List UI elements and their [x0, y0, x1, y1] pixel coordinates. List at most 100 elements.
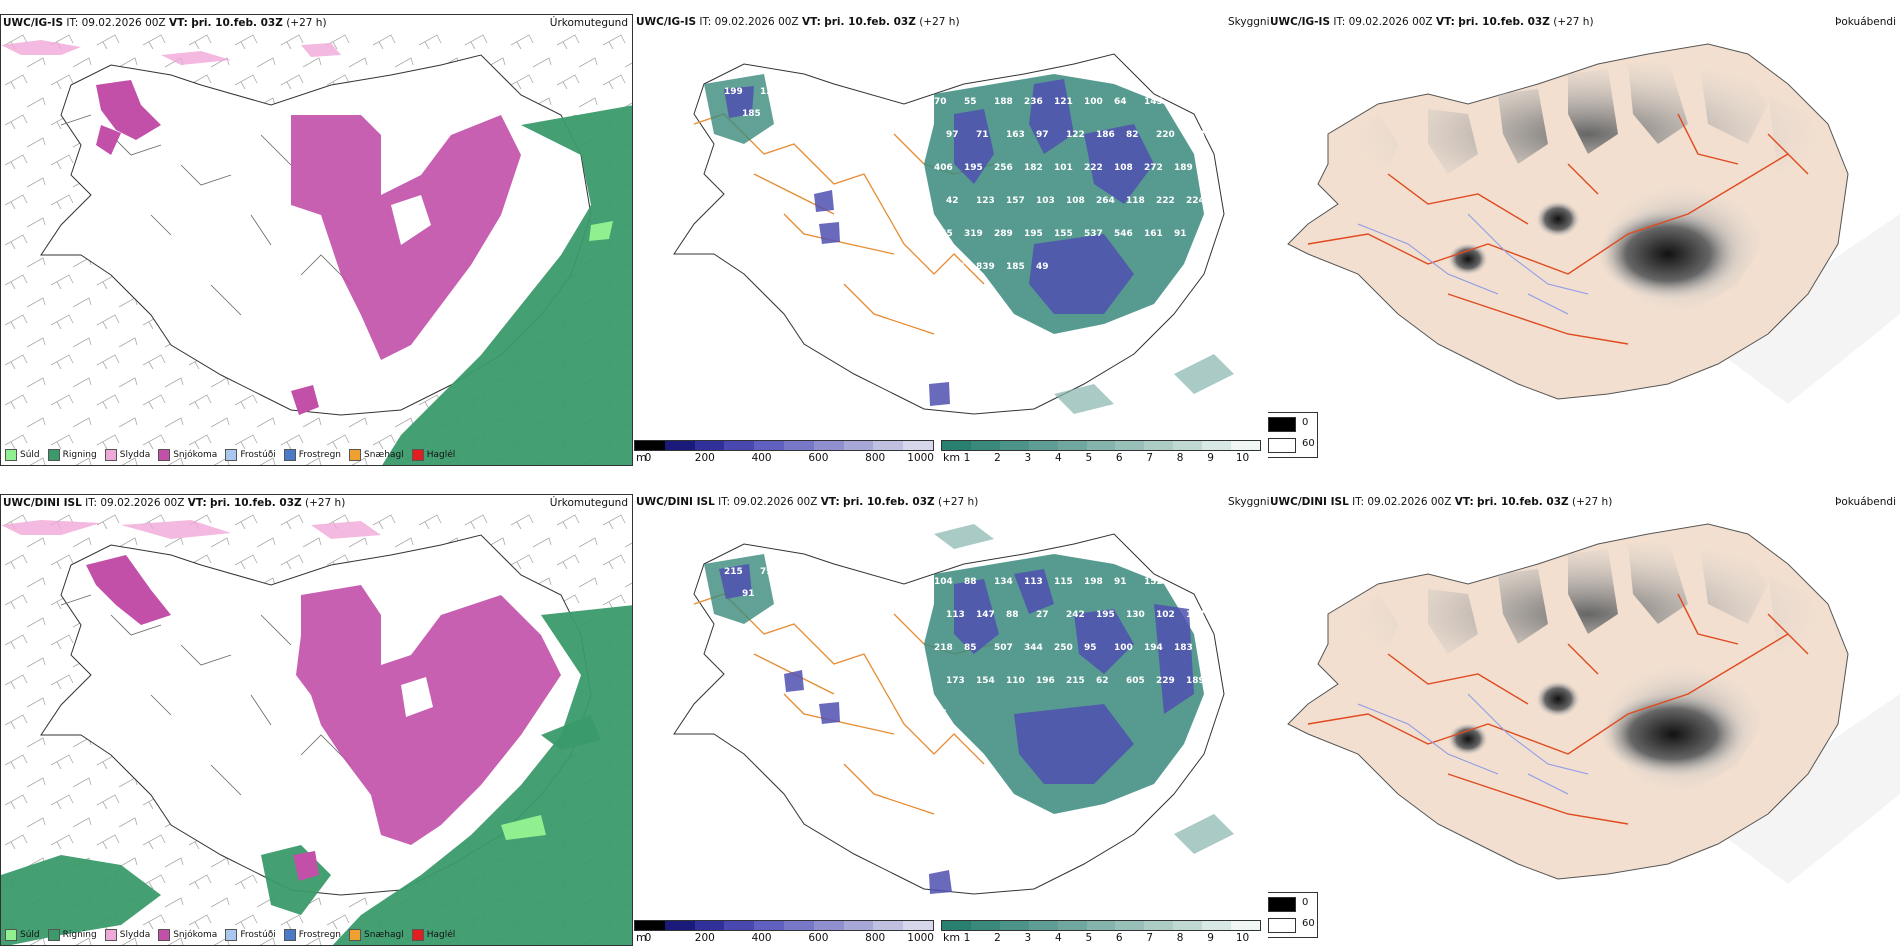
panel-title: Úrkomutegund — [549, 17, 628, 29]
colorbar-segment — [903, 441, 933, 450]
visibility-value: 108 — [1066, 196, 1085, 206]
colorbar-tick: 200 — [694, 452, 715, 464]
visibility-value: 173 — [946, 676, 965, 686]
visibility-value: 103 — [1036, 196, 1055, 206]
colorbar-segment — [813, 921, 844, 930]
colorbar-tick: 800 — [865, 452, 886, 464]
visibility-value: 236 — [1024, 97, 1043, 107]
precip-map — [1, 27, 632, 465]
colorbar-segment — [783, 441, 814, 450]
visibility-colorbar — [941, 920, 1261, 946]
height-unit: m — [636, 931, 647, 944]
visibility-value: 218 — [934, 643, 953, 653]
visibility-value: 55 — [964, 97, 977, 107]
colorbar-segment — [999, 921, 1029, 930]
colorbar-tick: 1 — [963, 452, 971, 464]
visibility-value: 189 — [1186, 676, 1205, 686]
colorbar-tick: 600 — [808, 452, 829, 464]
visibility-value: 507 — [994, 643, 1013, 653]
visibility-value: 222 — [1156, 196, 1175, 206]
visibility-value: 79 — [760, 567, 773, 577]
visibility-value: 133 — [1174, 97, 1193, 107]
visibility-value: 121 — [1054, 97, 1073, 107]
visibility-value: 839 — [976, 262, 995, 272]
colorbar-tick: 2 — [994, 932, 1001, 944]
visibility-value: 185 — [1006, 262, 1025, 272]
visibility-value: 605 — [1126, 676, 1145, 686]
visibility-value: 134 — [994, 577, 1013, 587]
visibility-value: 198 — [1084, 577, 1103, 587]
visibility-value: 152 — [1144, 577, 1163, 587]
panel-header: UWC/IG-IS IT: 09.02.2026 00Z VT: þri. 10… — [3, 17, 327, 29]
legend-item: Haglél — [411, 449, 455, 461]
visibility-value: 113 — [946, 610, 965, 620]
colorbar-segment — [635, 921, 665, 930]
panel-title: Úrkomutegund — [549, 497, 628, 509]
colorbar-tick: 2 — [994, 452, 1001, 464]
colorbar-tick: 400 — [751, 452, 772, 464]
visibility-value: 196 — [1036, 676, 1055, 686]
colorbar-tick: 7 — [1146, 452, 1154, 464]
visibility-value: 199 — [724, 87, 743, 97]
visibility-value: 97 — [1036, 130, 1049, 140]
fog-legend-high: 60 — [1302, 438, 1315, 449]
visibility-unit: km — [943, 451, 961, 464]
visibility-value: 130 — [1126, 610, 1145, 620]
visibility-value: 793 — [946, 262, 965, 272]
colorbar-segment — [1028, 441, 1058, 450]
colorbar-tick: 4 — [1055, 452, 1062, 464]
visibility-value: 85 — [964, 643, 977, 653]
colorbar-tick: 1 — [963, 932, 971, 944]
visibility-value: 189 — [1174, 163, 1193, 173]
legend-item: Súld — [5, 449, 40, 461]
visibility-value: 118 — [1126, 196, 1145, 206]
colorbar-segment — [999, 441, 1029, 450]
visibility-value: 272 — [1144, 163, 1163, 173]
visibility-map: 215 91 79 104 88 134 113 115 198 91 152 62 113 147 88 2… — [673, 524, 1234, 895]
visibility-value: 186 — [1096, 130, 1115, 140]
visibility-colorbar — [941, 440, 1261, 466]
precip-type-panel-bottom: UWC/DINI ISL IT: 09.02.2026 00Z VT: þri.… — [0, 494, 633, 946]
visibility-value: 182 — [1024, 163, 1043, 173]
visibility-value: 183 — [1174, 643, 1193, 653]
visibility-value: 157 — [1006, 196, 1025, 206]
colorbar-segment — [1202, 441, 1232, 450]
precip-map — [1, 507, 632, 945]
legend-item: Súld — [5, 929, 40, 941]
visibility-value: 88 — [1006, 610, 1019, 620]
colorbar-tick: 800 — [865, 932, 886, 944]
legend-item: Snæhagl — [349, 929, 404, 941]
colorbar-segment — [664, 921, 695, 930]
precip-type-panel-top: UWC/IG-IS IT: 09.02.2026 00Z VT: þri. 10… — [0, 14, 633, 466]
visibility-value: 147 — [1186, 610, 1205, 620]
visibility-value: 546 — [1114, 229, 1133, 239]
visibility-value: 224 — [1186, 196, 1205, 206]
visibility-value: 344 — [1024, 643, 1043, 653]
visibility-value: 188 — [994, 97, 1013, 107]
visibility-value-labels: 199 185 123 70 55 188 236 121 100 64 145 133 97 71 163… — [724, 87, 1205, 272]
fog-legend-low: 0 — [1302, 897, 1309, 908]
visibility-value: 145 — [934, 229, 953, 239]
colorbar-segment — [813, 441, 844, 450]
fog-legend-high: 60 — [1302, 918, 1315, 929]
panel-header: UWC/DINI ISL IT: 09.02.2026 00Z VT: þri.… — [1270, 496, 1613, 508]
colorbar-segment — [664, 441, 695, 450]
visibility-value: 101 — [1054, 163, 1073, 173]
panel-title: Þokuábendi — [1835, 16, 1896, 28]
visibility-value: 154 — [976, 676, 995, 686]
visibility-value: 64 — [1114, 97, 1127, 107]
colorbar-tick: 5 — [1085, 932, 1093, 944]
legend-item: Slydda — [104, 449, 150, 461]
visibility-value: 95 — [1084, 643, 1097, 653]
colorbar-segment — [724, 921, 755, 930]
visibility-value: 319 — [964, 229, 983, 239]
precip-legend: Súld Rigning Slydda Snjókoma Frostúði Fr… — [5, 449, 455, 461]
panel-header: UWC/DINI ISL IT: 09.02.2026 00Z VT: þri.… — [636, 496, 979, 508]
colorbar-tick: 4 — [1055, 932, 1062, 944]
colorbar-segment — [843, 921, 874, 930]
legend-item: Slydda — [104, 929, 150, 941]
colorbar-tick: 10 — [1235, 452, 1250, 464]
visibility-value: 195 — [1096, 610, 1115, 620]
visibility-value: 17 — [934, 709, 947, 719]
colorbar-segment — [1144, 921, 1174, 930]
